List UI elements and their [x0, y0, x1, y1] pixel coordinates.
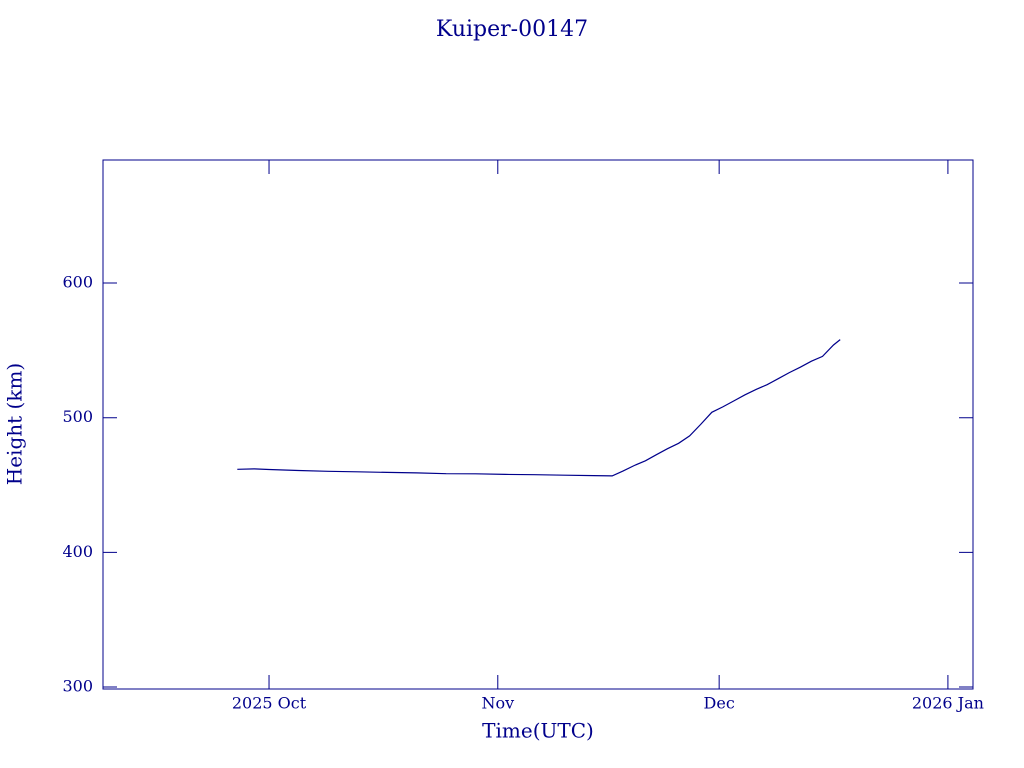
y-tick-label: 400: [62, 542, 93, 561]
x-tick-label: 2025 Oct: [232, 694, 307, 713]
x-tick-label: Nov: [481, 694, 514, 713]
y-tick-label: 600: [62, 273, 93, 292]
chart-title: Kuiper-00147: [436, 17, 588, 42]
y-tick-label: 300: [62, 676, 93, 695]
y-axis-label: Height (km): [3, 363, 27, 485]
x-tick-label: Dec: [704, 694, 735, 713]
x-tick-label: 2026 Jan: [912, 694, 984, 713]
plot-frame: [102, 159, 974, 690]
data-line: [237, 339, 841, 477]
x-axis-label: Time(UTC): [482, 719, 594, 743]
y-tick-label: 500: [62, 407, 93, 426]
